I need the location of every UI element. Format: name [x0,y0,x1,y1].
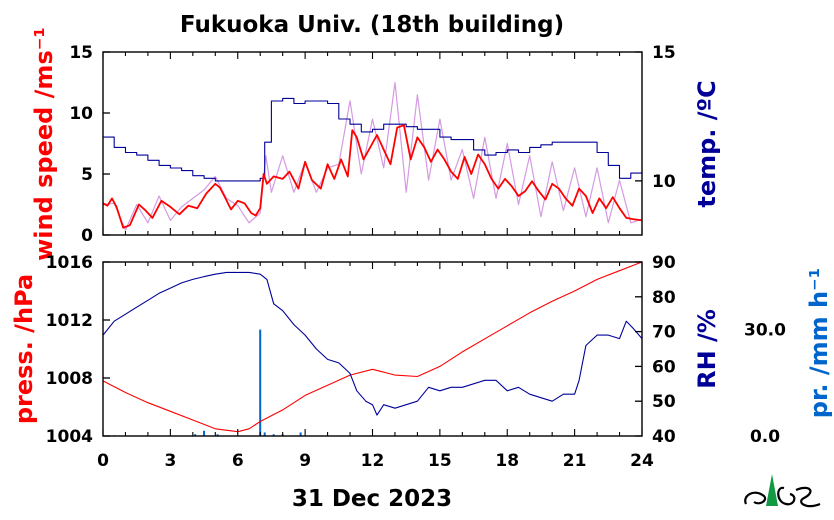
precipitation-tick-label: 0.0 [750,427,780,447]
wind-speed-axis-label: wind speed /ms⁻¹ [30,27,58,261]
pressure-tick-label: 1004 [46,427,93,447]
top-panel: 0 5 10 15 10 15 wind speed /ms⁻¹ temp. /ºC [30,27,721,261]
pressure-tick-label: 1012 [46,311,93,331]
pressure-axis-label: press. /hPa [10,274,38,424]
x-tick-label: 6 [232,451,244,471]
date-label: 31 Dec 2023 [292,486,452,512]
humidity-tick-label: 40 [652,427,676,447]
precipitation-tick-label: 30.0 [744,321,786,341]
temp-tick-label: 15 [652,43,676,63]
x-tick-label: 12 [361,451,385,471]
precipitation-bar [259,329,262,436]
x-tick-label: 24 [630,451,654,471]
wind-speed-smoothed-series [102,124,643,229]
precipitation-bar [272,434,275,436]
pressure-series [102,261,643,433]
x-tick-label: 0 [97,451,109,471]
x-tick-label: 21 [563,451,587,471]
wind-speed-raw-series [102,81,643,231]
humidity-tick-label: 70 [652,323,676,343]
temperature-series [103,97,643,182]
precipitation-bar [203,430,206,436]
temp-tick-label: 10 [652,172,676,192]
wind-speed-raw-line [102,81,643,231]
pressure-tick-label: 1016 [46,253,93,273]
wind-speed-smoothed-line [102,124,643,229]
precipitation-bar [263,432,266,436]
institute-logo [744,474,821,508]
humidity-series [102,271,643,416]
chart-title: Fukuoka Univ. (18th building) [180,12,564,38]
pressure-line [102,261,643,433]
pressure-tick-label: 1008 [46,369,93,389]
wind-tick-label: 15 [69,43,93,63]
humidity-tick-label: 80 [652,288,676,308]
wind-tick-label: 0 [81,226,93,246]
humidity-line [102,271,643,416]
humidity-tick-label: 90 [652,253,676,273]
wind-tick-label: 10 [69,104,93,124]
top-axis-ticks: 0 5 10 15 10 15 [69,43,676,246]
temperature-axis-label: temp. /ºC [693,80,721,207]
x-tick-label: 15 [428,451,452,471]
x-tick-label: 18 [495,451,519,471]
bottom-plot-frame [102,261,643,437]
x-tick-label: 3 [164,451,176,471]
bottom-axis-ticks: 1004 1008 1012 1016 40 50 60 70 80 90 0.0 30.0 0 3 6 9 1… [46,253,786,471]
precipitation-bar [299,432,302,436]
precipitation-bar [194,434,197,436]
temperature-line [103,97,643,182]
wind-tick-label: 5 [81,165,93,185]
humidity-axis-label: RH /% [693,309,721,389]
x-tick-label: 9 [299,451,311,471]
humidity-tick-label: 50 [652,392,676,412]
bottom-panel: 1004 1008 1012 1016 40 50 60 70 80 90 0.0 30.0 0 3 6 9 1… [10,253,833,471]
precipitation-axis-label: pr. /mm h⁻¹ [805,268,833,418]
precipitation-series [113,329,302,436]
humidity-tick-label: 60 [652,357,676,377]
precipitation-bar [216,434,219,436]
